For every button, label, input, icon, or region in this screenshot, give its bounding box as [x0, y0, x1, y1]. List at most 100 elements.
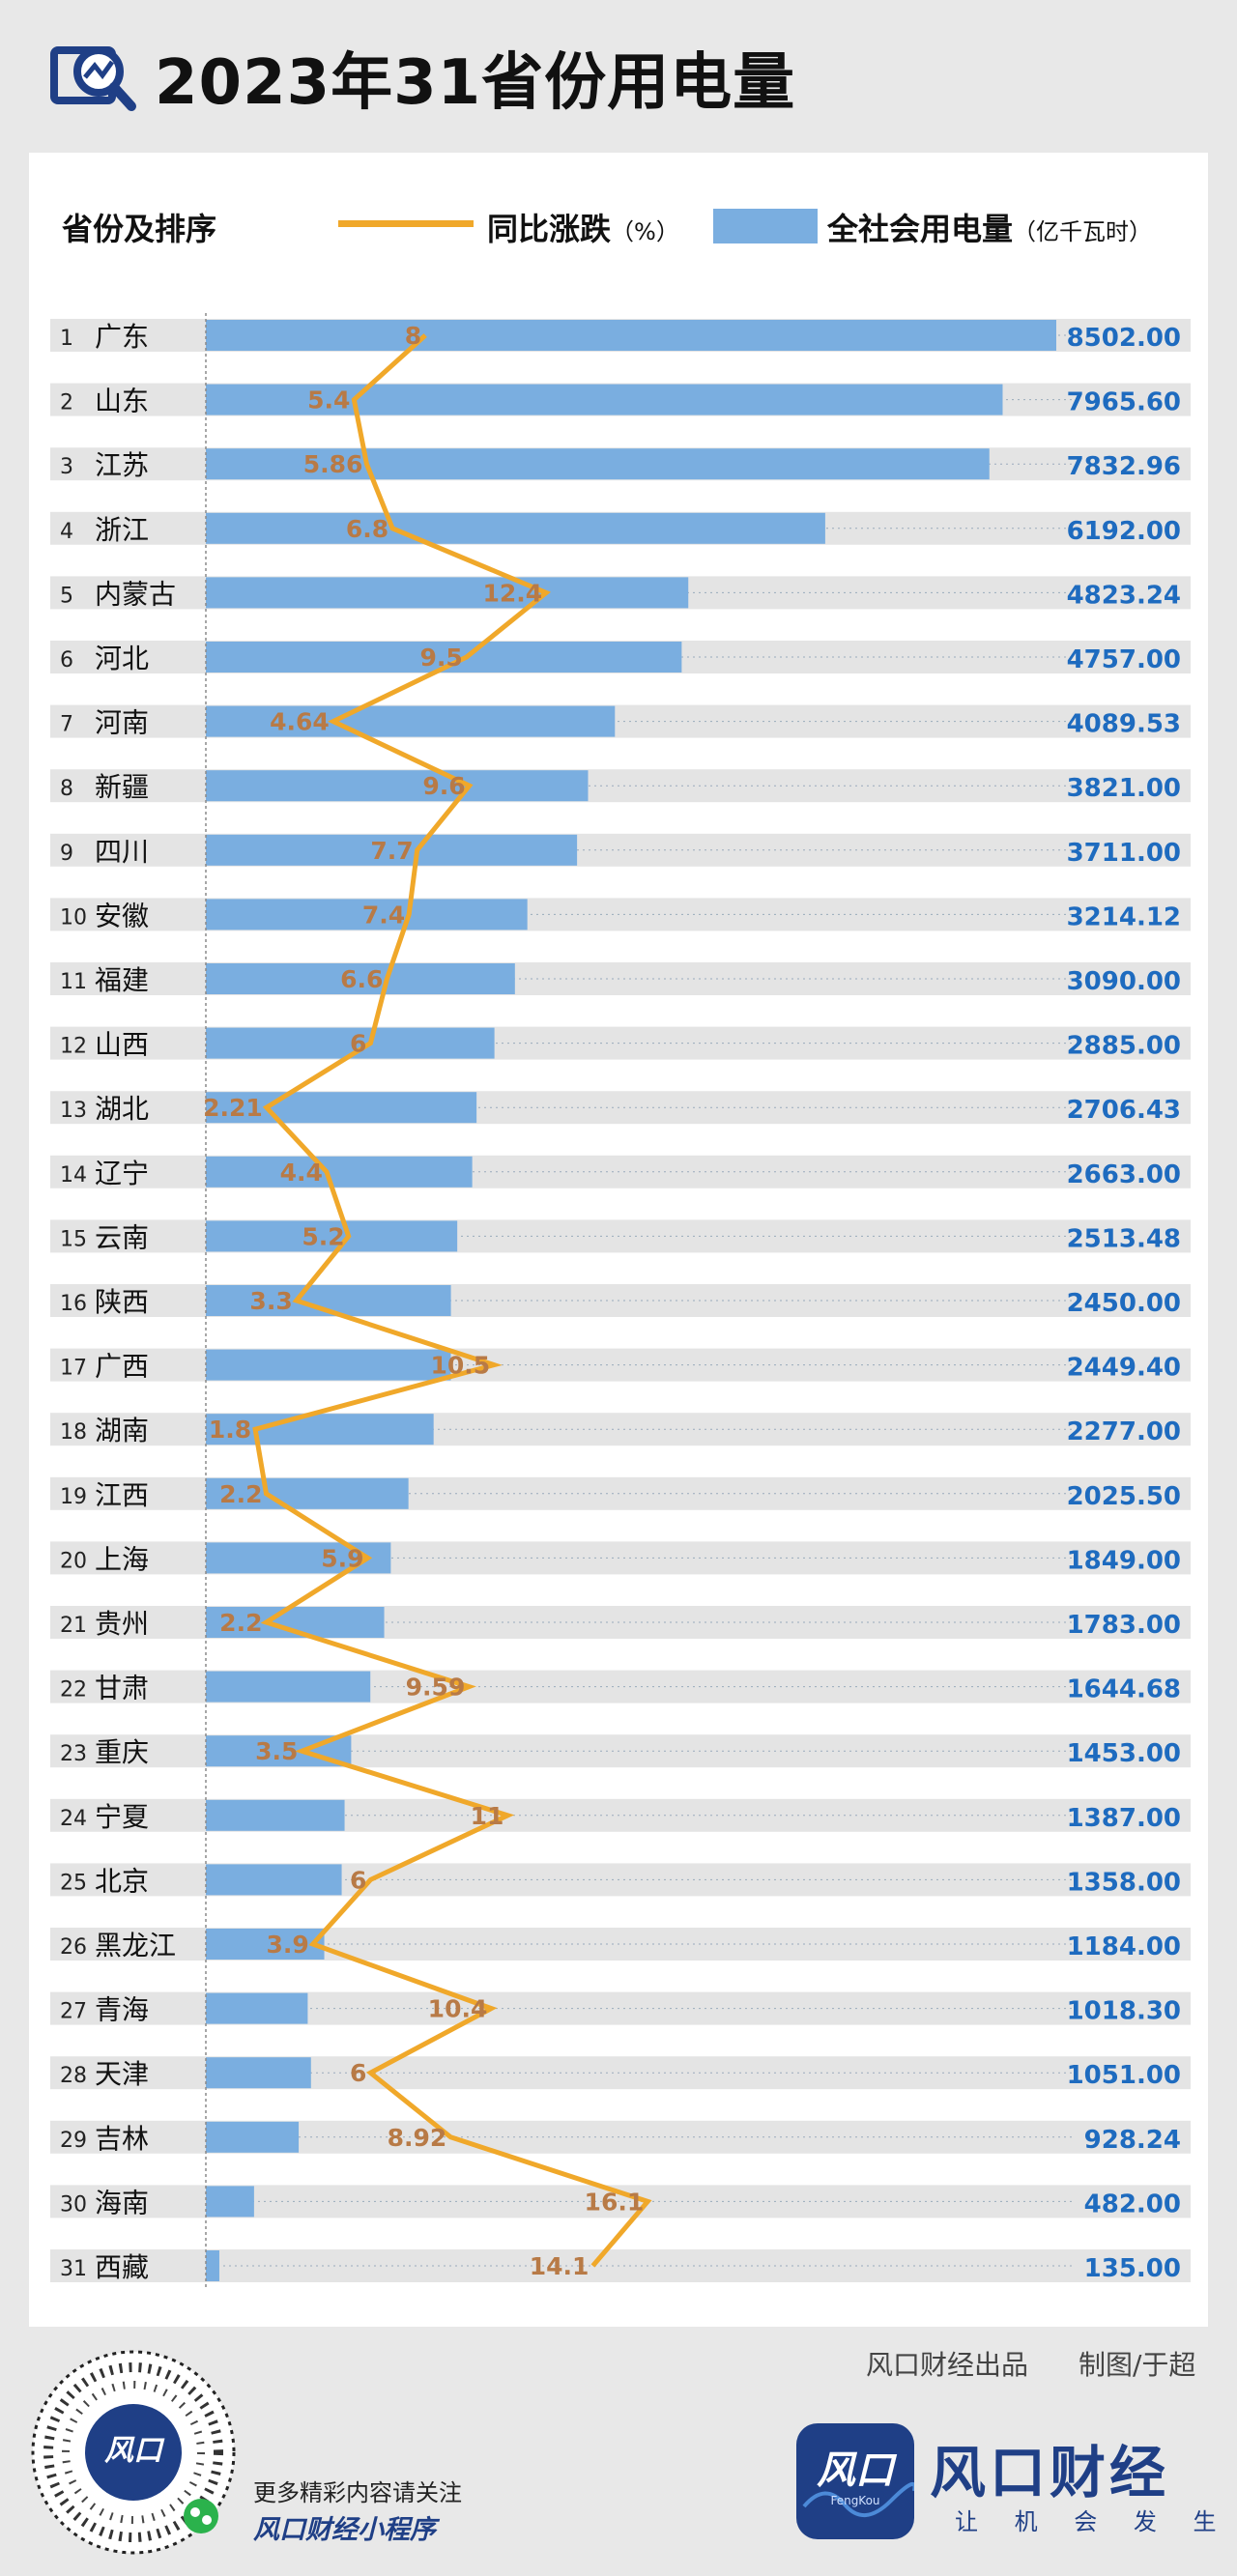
- bar: [206, 899, 528, 930]
- bar-value-label: 1184.00: [1067, 1932, 1181, 1961]
- category-label: 广东: [95, 321, 149, 353]
- rank-label: 13: [60, 1099, 87, 1123]
- category-label: 新疆: [95, 771, 149, 803]
- category-label: 西藏: [95, 2251, 149, 2283]
- growth-value-label: 4.4: [280, 1159, 323, 1187]
- rank-label: 23: [60, 1742, 87, 1766]
- rank-label: 5: [60, 584, 73, 608]
- bar-value-label: 2025.50: [1067, 1482, 1181, 1511]
- bar-value-label: 1849.00: [1067, 1546, 1181, 1575]
- rank-label: 9: [60, 842, 73, 866]
- category-label: 辽宁: [95, 1158, 149, 1189]
- promo-line-1: 更多精彩内容请关注: [253, 2479, 462, 2506]
- page-title: 2023年31省份用电量: [155, 47, 796, 119]
- bar: [206, 1799, 345, 1831]
- rank-label: 25: [60, 1871, 87, 1895]
- brand-logo: 风口 FengKou: [796, 2423, 914, 2539]
- category-label: 云南: [95, 1221, 149, 1253]
- qr-code[interactable]: 风口: [27, 2346, 240, 2559]
- rank-label: 28: [60, 2064, 87, 2088]
- rank-label: 16: [60, 1292, 87, 1316]
- legend-line-text: 同比涨跌: [487, 211, 612, 247]
- legend-bar-swatch: [713, 209, 818, 243]
- bar-value-label: 928.24: [1084, 2126, 1181, 2155]
- title-bar: 2023年31省份用电量: [0, 0, 1237, 153]
- growth-value-label: 5.4: [307, 386, 350, 415]
- growth-value-label: 12.4: [482, 579, 542, 607]
- bar: [206, 384, 1003, 415]
- rank-label: 2: [60, 391, 73, 415]
- bar-value-label: 7832.96: [1067, 452, 1181, 481]
- bar-value-label: 1051.00: [1067, 2061, 1181, 2090]
- growth-value-label: 10.5: [431, 1352, 491, 1380]
- bar: [206, 1992, 308, 2024]
- bar: [206, 1092, 477, 1124]
- category-label: 河北: [95, 643, 149, 674]
- rank-label: 7: [60, 713, 73, 737]
- growth-value-label: 8: [405, 322, 421, 350]
- category-label: 天津: [95, 2058, 149, 2090]
- rank-label: 29: [60, 2129, 87, 2153]
- legend-bar-text: 全社会用电量: [827, 211, 1014, 247]
- growth-value-label: 3.5: [255, 1737, 298, 1765]
- legend-bar-label: 全社会用电量（亿千瓦时）: [827, 205, 1152, 249]
- growth-value-label: 2.21: [203, 1094, 263, 1122]
- rank-label: 4: [60, 520, 73, 544]
- category-label: 内蒙古: [95, 578, 176, 610]
- category-label: 浙江: [95, 514, 149, 546]
- growth-value-label: 6: [350, 2059, 366, 2087]
- promo-line-2: 风口财经小程序: [253, 2515, 436, 2545]
- bar-value-label: 4823.24: [1067, 581, 1181, 610]
- growth-value-label: 7.4: [362, 901, 405, 929]
- bar: [206, 705, 616, 737]
- bar-value-label: 2277.00: [1067, 1417, 1181, 1446]
- legend-rank-label: 省份及排序: [62, 211, 217, 247]
- bar-value-label: 1783.00: [1067, 1611, 1181, 1640]
- qr-logo-text: 风口: [104, 2434, 165, 2468]
- rank-label: 3: [60, 455, 73, 479]
- bar: [206, 1414, 434, 1445]
- growth-value-label: 9.5: [420, 644, 463, 672]
- legend: 省份及排序 同比涨跌（%） 全社会用电量（亿千瓦时）: [29, 153, 1208, 298]
- bar-value-label: 3214.12: [1067, 902, 1181, 931]
- category-label: 重庆: [95, 1736, 149, 1768]
- bar-value-label: 6192.00: [1067, 517, 1181, 546]
- rank-label: 1: [60, 327, 73, 351]
- category-label: 宁夏: [95, 1801, 149, 1833]
- rank-label: 27: [60, 2000, 87, 2024]
- category-label: 湖北: [95, 1093, 149, 1125]
- rank-label: 24: [60, 1807, 87, 1831]
- chart-magnifier-icon: [50, 46, 136, 111]
- growth-value-label: 6: [350, 1866, 366, 1894]
- bar: [206, 1929, 325, 1960]
- bar-value-label: 8502.00: [1067, 324, 1181, 353]
- bar: [206, 834, 578, 866]
- bar-value-label: 482.00: [1084, 2190, 1181, 2218]
- brand-logo-subtext: FengKou: [830, 2494, 879, 2507]
- category-label: 陕西: [95, 1286, 149, 1318]
- growth-value-label: 4.64: [270, 708, 330, 736]
- bar: [206, 2250, 219, 2281]
- brand-slogan: 让 机 会 发 生: [955, 2508, 1219, 2535]
- category-label: 湖南: [95, 1415, 149, 1446]
- category-label: 黑龙江: [95, 1930, 176, 1961]
- bar-value-label: 2450.00: [1067, 1289, 1181, 1318]
- bar: [206, 963, 515, 994]
- credit-source: 风口财经出品: [866, 2349, 1029, 2381]
- bar-value-label: 7965.60: [1067, 388, 1181, 417]
- growth-value-label: 2.2: [219, 1480, 262, 1508]
- rank-label: 17: [60, 1357, 87, 1381]
- category-label: 吉林: [95, 2123, 149, 2155]
- category-label: 福建: [95, 964, 149, 996]
- growth-value-label: 16.1: [585, 2188, 645, 2216]
- growth-value-label: 1.8: [209, 1416, 251, 1444]
- category-label: 广西: [95, 1351, 149, 1383]
- rank-label: 26: [60, 1935, 87, 1960]
- bar-value-label: 2449.40: [1067, 1354, 1181, 1383]
- category-label: 贵州: [95, 1608, 149, 1640]
- bar-value-label: 3821.00: [1067, 774, 1181, 803]
- category-label: 江西: [95, 1479, 149, 1511]
- bar: [206, 2186, 254, 2218]
- growth-value-label: 9.59: [406, 1674, 466, 1702]
- growth-value-label: 9.6: [422, 772, 465, 800]
